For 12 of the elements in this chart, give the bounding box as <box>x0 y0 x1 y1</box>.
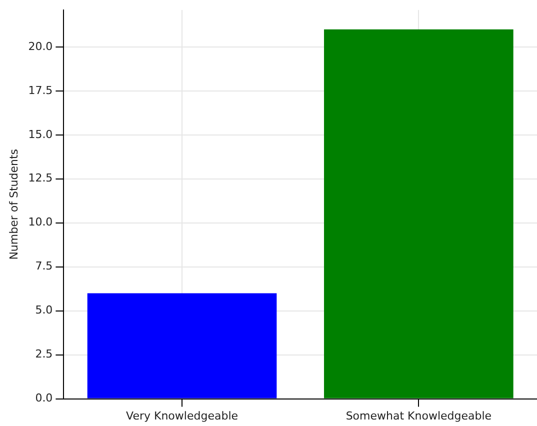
y-tick-label: 5.0 <box>35 304 53 317</box>
y-tick-label: 15.0 <box>28 128 53 141</box>
y-tick-label: 2.5 <box>35 348 53 361</box>
y-tick-label: 17.5 <box>28 84 53 97</box>
x-tick-label: Somewhat Knowledgeable <box>346 409 492 422</box>
y-tick-label: 7.5 <box>35 260 53 273</box>
y-tick-label: 20.0 <box>28 40 53 53</box>
y-tick-label: 10.0 <box>28 216 53 229</box>
y-axis-title: Number of Students <box>7 148 20 260</box>
y-tick-label: 0.0 <box>35 392 53 405</box>
y-tick-label: 12.5 <box>28 172 53 185</box>
x-tick-label: Very Knowledgeable <box>126 409 238 422</box>
